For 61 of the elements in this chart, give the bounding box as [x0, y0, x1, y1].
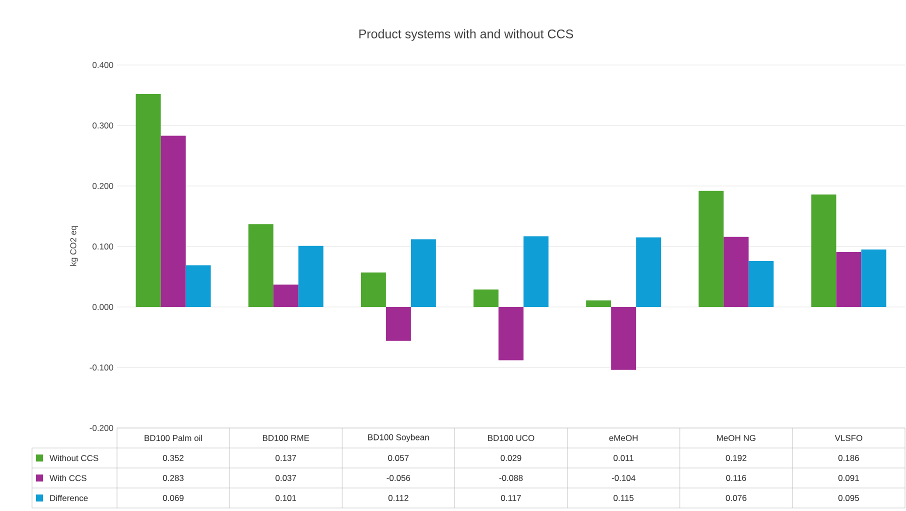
y-tick-label: 0.200	[92, 182, 114, 190]
data-label: 0.037	[276, 474, 296, 481]
y-tick-label: 0.000	[92, 304, 114, 310]
data-label: -0.104	[612, 474, 636, 481]
bar	[273, 284, 298, 307]
bar	[524, 236, 549, 307]
bar	[724, 236, 749, 307]
legend-label: With CCS	[50, 474, 86, 482]
x-tick-label: MeOH NG	[717, 434, 756, 441]
bar	[136, 94, 161, 307]
data-label: 0.091	[838, 474, 859, 481]
data-label: 0.137	[276, 454, 296, 461]
y-tick-label: 0.100	[92, 243, 114, 250]
x-tick-label: BD100 RME	[262, 434, 310, 441]
data-label: 0.352	[162, 454, 184, 461]
y-tick-label: -0.200	[90, 424, 114, 431]
x-tick-label: eMeOH	[609, 434, 638, 441]
bar	[611, 307, 636, 370]
data-label: -0.088	[499, 474, 523, 481]
x-tick-label: BD100 Soybean	[368, 434, 429, 442]
bar	[248, 224, 274, 307]
bar	[586, 300, 612, 307]
bar	[474, 289, 499, 307]
bar	[636, 237, 662, 307]
bar	[698, 190, 724, 307]
bar	[386, 307, 411, 341]
data-label: 0.186	[838, 454, 859, 461]
data-label: 0.076	[726, 494, 746, 501]
bar	[836, 252, 862, 307]
y-axis-title: kg CO2 eq	[70, 226, 78, 266]
y-tick-label: 0.300	[92, 122, 114, 129]
bar	[186, 265, 211, 307]
legend-label: Without CCS	[50, 454, 98, 462]
chart-title: Product systems with and without CCS	[359, 29, 574, 41]
bar	[360, 272, 386, 307]
bar	[410, 239, 436, 307]
data-label: 0.101	[276, 494, 296, 501]
data-label: 0.011	[614, 454, 634, 461]
bar	[861, 250, 886, 307]
data-label: 0.069	[162, 494, 184, 501]
y-tick-label: -0.100	[90, 364, 114, 370]
data-label: 0.029	[500, 454, 522, 461]
data-label: 0.095	[838, 494, 859, 501]
x-tick-label: BD100 UCO	[488, 434, 534, 441]
data-label: 0.283	[162, 474, 184, 481]
data-label: 0.116	[726, 474, 746, 481]
data-label: 0.192	[726, 454, 746, 461]
bar	[811, 194, 836, 307]
data-label: 0.115	[614, 494, 634, 501]
data-label: 0.112	[388, 494, 408, 501]
y-tick-label: 0.400	[92, 62, 114, 68]
data-label: 0.117	[501, 494, 521, 501]
bar	[498, 307, 524, 360]
x-tick-label: VLSFO	[834, 434, 862, 441]
data-label: 0.057	[388, 454, 409, 461]
x-tick-label: BD100 Palm oil	[144, 434, 202, 442]
bar	[748, 261, 774, 307]
bar	[160, 136, 186, 307]
legend-label: Difference	[50, 494, 88, 502]
bar	[298, 246, 324, 307]
data-label: -0.056	[386, 474, 410, 481]
